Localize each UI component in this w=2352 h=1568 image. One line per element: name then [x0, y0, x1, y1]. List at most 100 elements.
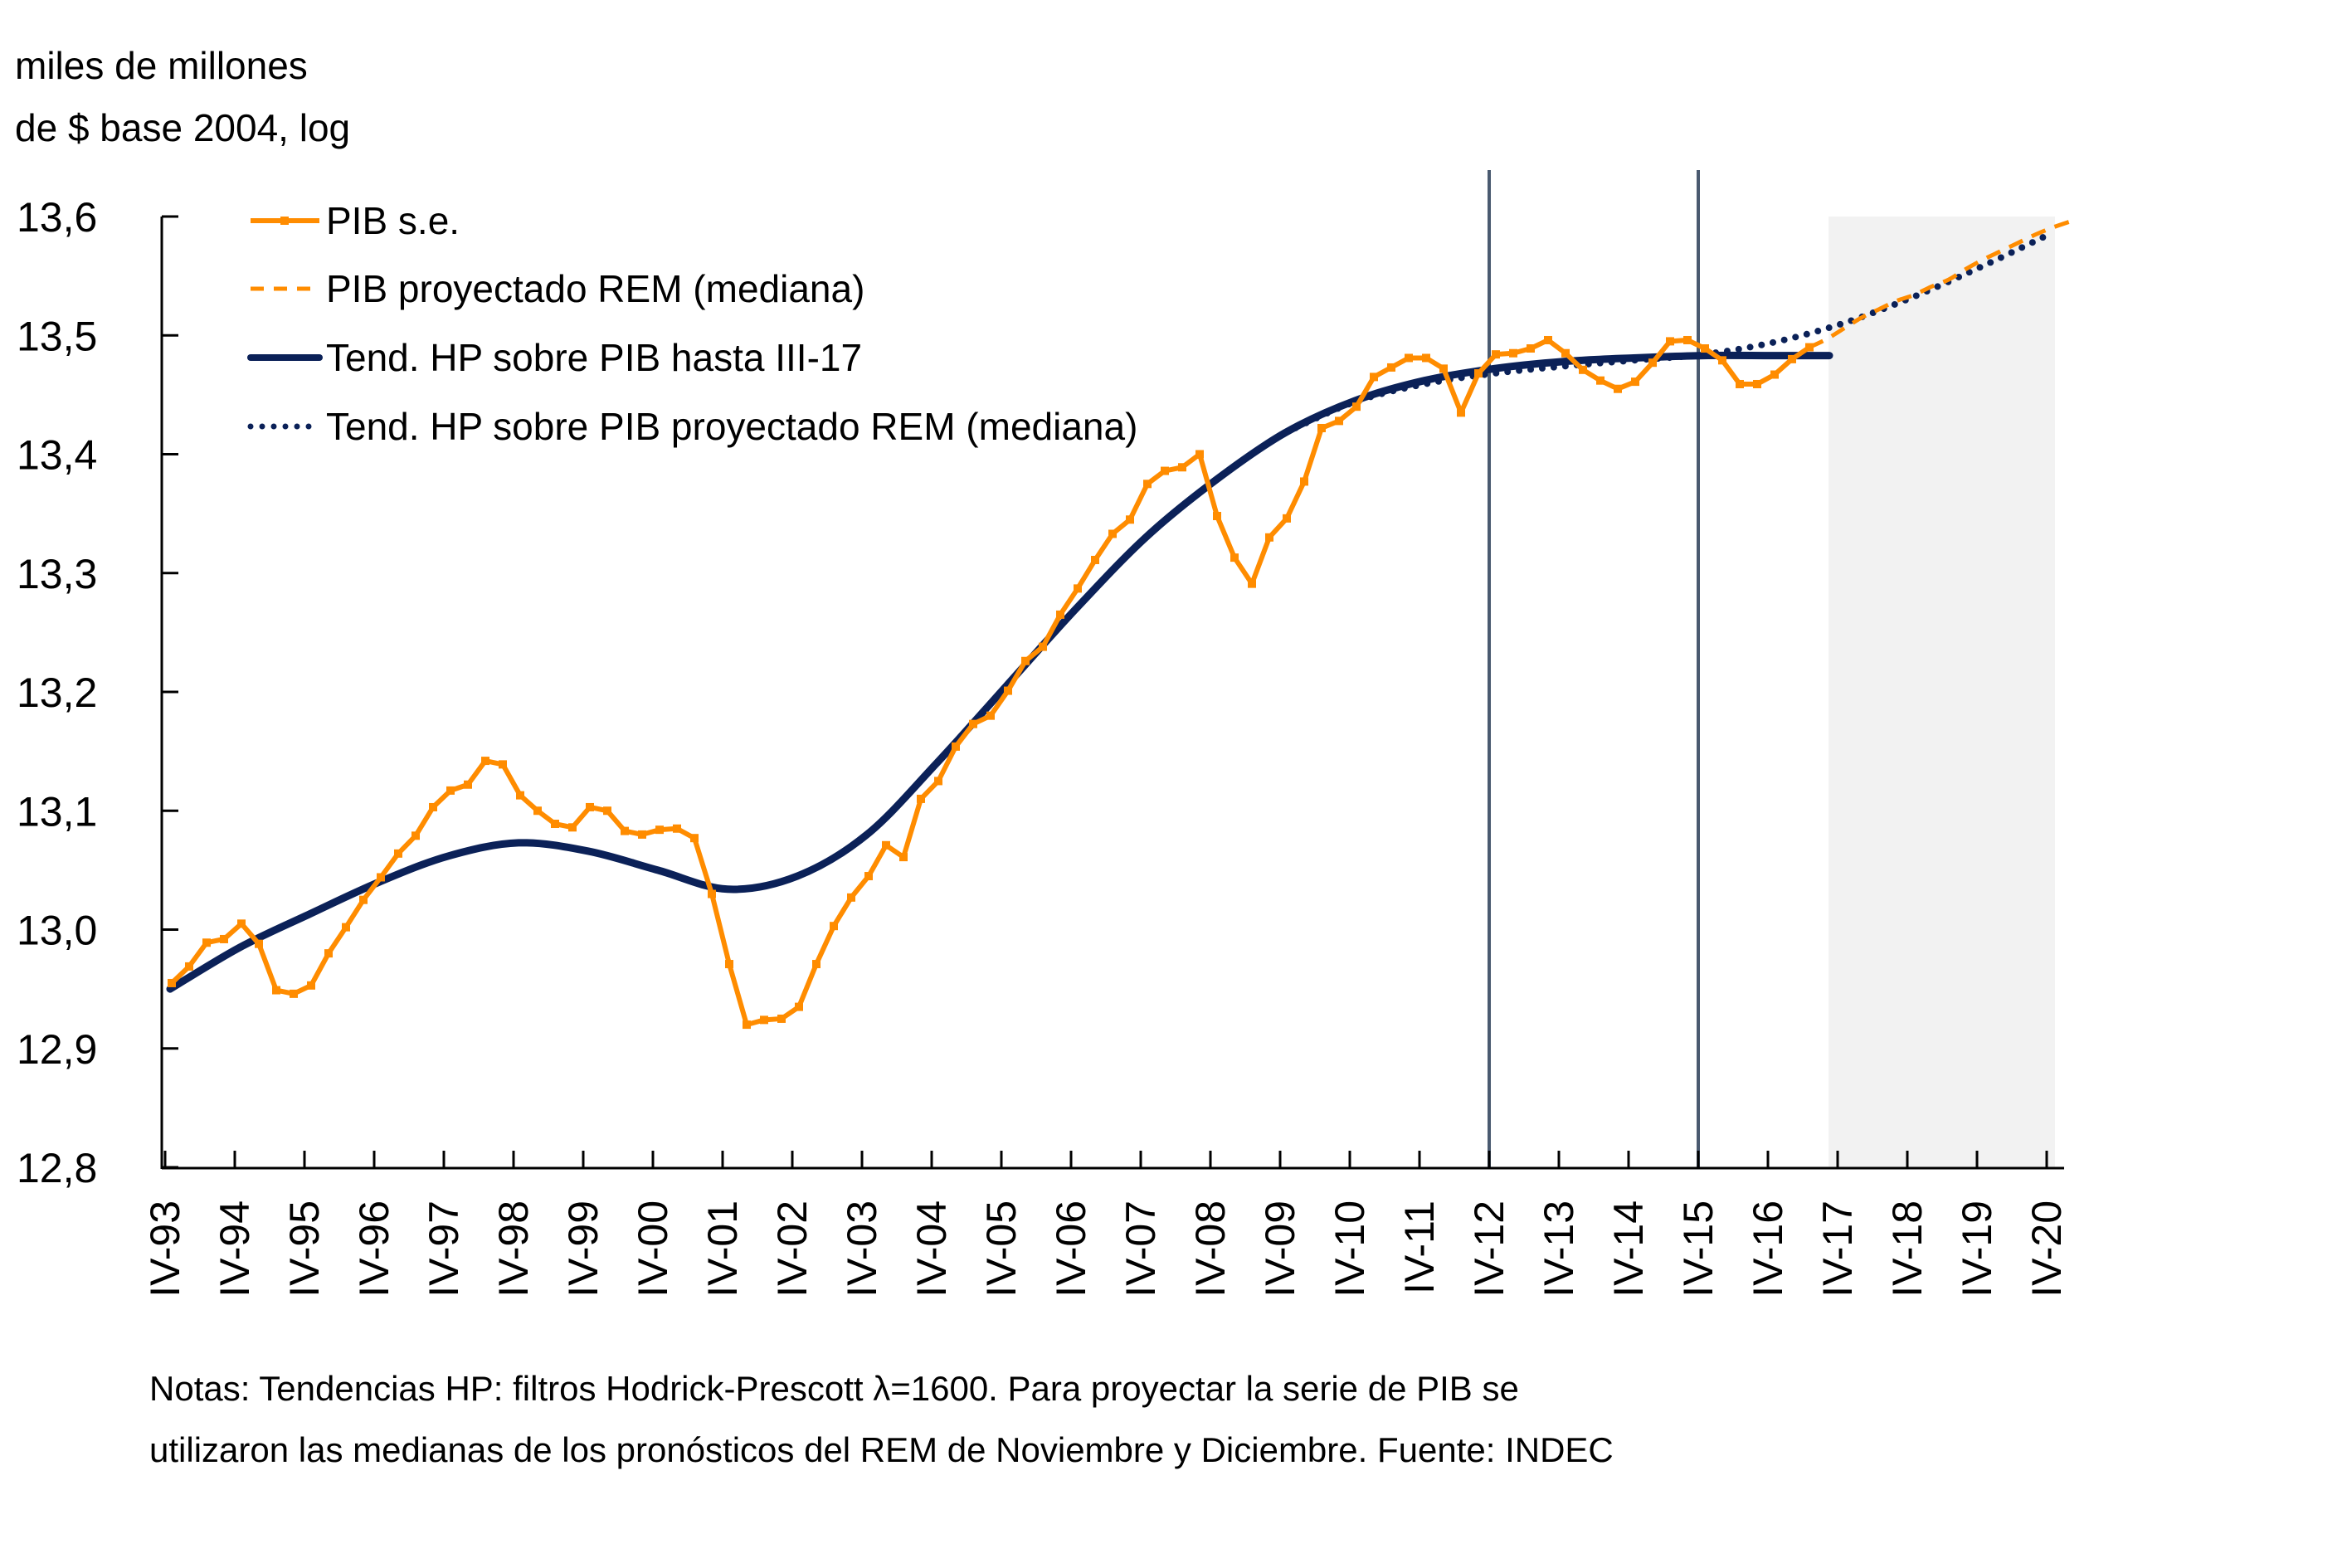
legend-label: Tend. HP sobre PIB proyectado REM (media…: [326, 405, 1137, 448]
pib-data-point: [185, 962, 193, 971]
pib-data-point: [377, 873, 385, 882]
y-tick-label: 13,3: [17, 551, 97, 597]
legend-label: PIB s.e.: [326, 199, 460, 242]
pib-data-point: [1195, 450, 1204, 459]
pib-data-point: [882, 840, 890, 850]
pib-data-point: [290, 989, 298, 998]
x-tick-label: IV-03: [839, 1200, 885, 1298]
x-tick-label: IV-05: [978, 1200, 1025, 1298]
pib-data-point: [411, 831, 420, 840]
pib-data-point: [429, 802, 437, 811]
pib-data-point: [1108, 529, 1117, 538]
pib-data-point: [986, 711, 995, 720]
pib-data-point: [202, 938, 211, 947]
pib-data-point: [307, 981, 315, 990]
x-tick-label: IV-14: [1605, 1200, 1652, 1298]
pib-data-point: [1283, 514, 1291, 523]
x-tick-label: IV-00: [630, 1200, 676, 1298]
pib-data-point: [1143, 480, 1152, 489]
pib-data-point: [1213, 511, 1221, 520]
pib-data-point: [1683, 335, 1692, 344]
pib-data-point: [1648, 358, 1657, 368]
x-tick-label: IV-95: [281, 1200, 328, 1298]
x-tick-label: IV-97: [421, 1200, 467, 1298]
pib-data-point: [708, 889, 716, 898]
x-ticks: IV-93 IV-94 IV-95 IV-96 IV-97 IV-98 IV-99 IV-00…: [142, 1151, 2070, 1298]
x-tick-label: IV-99: [560, 1200, 606, 1298]
pib-data-point: [1561, 348, 1570, 358]
pib-data-point: [777, 1014, 786, 1023]
x-tick-label: IV-98: [490, 1200, 537, 1298]
x-tick-label: IV-94: [212, 1200, 258, 1298]
pib-data-point: [690, 834, 699, 843]
series-hp-trend: [166, 351, 1833, 993]
pib-data-point: [1718, 356, 1726, 365]
y-tick-label: 13,1: [17, 788, 97, 835]
legend-item: Tend. HP sobre PIB proyectado REM (media…: [247, 405, 1137, 448]
pib-data-point: [1126, 515, 1134, 524]
pib-data-point: [725, 960, 733, 969]
pib-data-point: [1387, 363, 1395, 372]
pib-data-point: [1230, 553, 1239, 562]
pib-data-point: [795, 1002, 803, 1011]
pib-data-point: [743, 1020, 751, 1030]
legend-item: PIB proyectado REM (mediana): [251, 267, 864, 310]
pib-data-point: [1335, 416, 1343, 426]
pib-data-point: [952, 742, 960, 751]
pib-data-point: [621, 826, 629, 835]
pib-data-point: [464, 780, 472, 789]
pib-data-point: [1753, 379, 1761, 388]
x-tick-label: IV-20: [2023, 1200, 2070, 1298]
x-tick-label: IV-18: [1884, 1200, 1931, 1298]
x-tick-label: IV-19: [1954, 1200, 2000, 1298]
pib-data-point: [1248, 579, 1256, 588]
pib-data-point: [1805, 343, 1814, 352]
pib-data-point: [1161, 466, 1169, 475]
pib-data-point: [1614, 384, 1622, 393]
pib-data-point: [864, 872, 873, 881]
x-tick-label: IV-17: [1814, 1200, 1861, 1298]
pib-data-point: [1300, 477, 1308, 486]
pib-data-point: [1178, 463, 1186, 472]
pib-data-point: [1370, 373, 1378, 382]
series-hp-trend-projected: [1282, 230, 2055, 436]
note-line-1: Notas: Tendencias HP: filtros Hodrick-Pr…: [149, 1369, 1519, 1408]
pib-data-point: [917, 794, 925, 803]
note-line-2: utilizaron las medianas de los pronóstic…: [149, 1430, 1614, 1469]
legend: PIB s.e. PIB proyectado REM (mediana) Tend…: [247, 199, 1137, 448]
chart-notes: Notas: Tendencias HP: filtros Hodrick-Pr…: [149, 1369, 1614, 1469]
y-axis-title-line-1: miles de millones: [15, 44, 308, 87]
x-tick-label: IV-15: [1675, 1200, 1721, 1298]
pib-data-point: [1544, 335, 1552, 344]
y-tick-label: 12,8: [17, 1145, 97, 1191]
pib-data-point: [255, 939, 263, 948]
pib-data-point: [1004, 686, 1012, 695]
pib-data-point: [516, 791, 524, 800]
legend-item: Tend. HP sobre PIB hasta III-17: [247, 336, 862, 379]
pib-data-point: [812, 960, 821, 969]
x-tick-label: IV-16: [1745, 1200, 1791, 1298]
pib-data-point: [1527, 344, 1535, 353]
pib-data-point: [899, 853, 908, 862]
x-tick-label: IV-07: [1118, 1200, 1164, 1298]
y-tick-label: 13,6: [17, 194, 97, 241]
legend-label: PIB proyectado REM (mediana): [326, 267, 864, 310]
pib-data-point: [394, 849, 402, 858]
y-tick-label: 13,4: [17, 432, 97, 479]
pib-data-point: [1770, 370, 1779, 379]
x-tick-label: IV-12: [1466, 1200, 1512, 1298]
pib-data-point: [1074, 584, 1082, 593]
pib-data-point: [760, 1015, 768, 1025]
pib-data-point: [499, 760, 507, 769]
vertical-markers: [1488, 170, 1700, 1167]
pib-data-point: [1788, 354, 1796, 363]
pib-data-point: [1091, 555, 1099, 564]
legend-label: Tend. HP sobre PIB hasta III-17: [326, 336, 862, 379]
pib-data-point: [934, 777, 942, 786]
series-pib-markers: [168, 335, 1814, 1030]
x-tick-label: IV-06: [1048, 1200, 1094, 1298]
x-tick-label: IV-11: [1396, 1200, 1443, 1294]
pib-data-point: [1056, 610, 1064, 619]
pib-data-point: [655, 825, 664, 835]
